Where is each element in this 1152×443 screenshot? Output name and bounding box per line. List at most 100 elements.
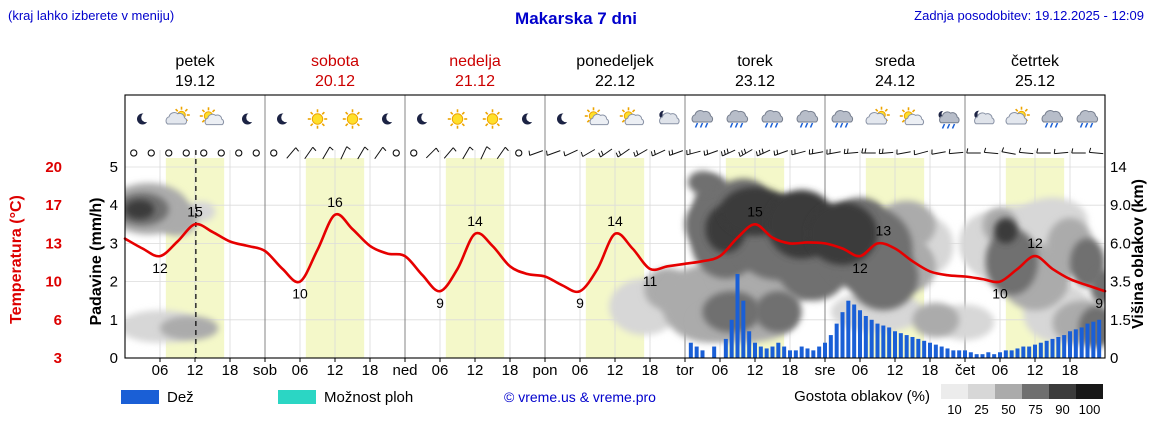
weather-icon-sun-cloud xyxy=(899,107,925,126)
x-tick-label: pon xyxy=(532,362,557,379)
weather-icon-rain xyxy=(1076,110,1099,128)
x-tick-label: 06 xyxy=(432,362,449,379)
wind-symbol xyxy=(615,148,630,158)
x-tick-label: sre xyxy=(815,362,836,379)
temperature-value: 9 xyxy=(576,295,584,311)
x-tick-label: 12 xyxy=(1027,362,1044,379)
day-name: sreda xyxy=(875,53,915,70)
rain-legend-label: Dež xyxy=(167,389,194,406)
density-tick-label: 50 xyxy=(1001,402,1016,417)
wind-symbol xyxy=(165,149,173,157)
wind-symbol xyxy=(304,146,317,160)
wind-symbol xyxy=(528,150,543,156)
x-tick-label: 18 xyxy=(782,362,799,379)
density-tick-label: 75 xyxy=(1028,402,1043,417)
day-date: 23.12 xyxy=(735,73,775,90)
cloud-height-tick: 9.0 xyxy=(1110,197,1131,214)
wind-symbol xyxy=(217,149,225,157)
wind-symbol xyxy=(392,149,400,157)
x-tick-label: ned xyxy=(392,362,417,379)
temp-tick: 3 xyxy=(54,350,62,367)
density-swatch xyxy=(995,384,1022,399)
x-tick-label: 18 xyxy=(642,362,659,379)
x-tick-label: 18 xyxy=(1062,362,1079,379)
wind-symbol xyxy=(130,149,138,157)
cloud-density-field xyxy=(125,170,1105,348)
showers-swatch xyxy=(278,390,316,404)
wind-symbol xyxy=(633,149,648,157)
weather-icon-cloud-sun xyxy=(165,106,190,125)
temperature-value: 12 xyxy=(1027,235,1043,251)
x-tick-label: 06 xyxy=(152,362,169,379)
wind-symbol xyxy=(1018,147,1034,155)
x-tick-label: 18 xyxy=(362,362,379,379)
weather-icon-sun xyxy=(342,109,363,129)
precip-tick: 4 xyxy=(110,197,118,214)
temperature-value: 12 xyxy=(152,260,168,276)
day-name: četrtek xyxy=(1011,53,1060,70)
weather-icon-cloud-sun xyxy=(865,106,890,125)
weather-icon-cloud-moon xyxy=(974,110,995,125)
temperature-value: 9 xyxy=(1095,295,1103,311)
weather-icon-moon xyxy=(382,112,396,125)
wind-symbol xyxy=(374,146,387,160)
density-swatch xyxy=(1022,384,1049,399)
x-tick-label: 12 xyxy=(747,362,764,379)
density-tick-label: 100 xyxy=(1078,402,1101,417)
x-tick-label: 06 xyxy=(852,362,869,379)
x-tick-label: tor xyxy=(676,362,694,379)
wind-symbol xyxy=(931,149,946,155)
cloud-height-tick: 14 xyxy=(1110,159,1127,176)
weather-icon-moon xyxy=(137,112,151,125)
weather-icon-rain xyxy=(761,110,784,128)
wind-symbol xyxy=(1001,147,1016,155)
weather-icon-rain xyxy=(691,110,714,128)
x-tick-label: 06 xyxy=(572,362,589,379)
wind-symbol xyxy=(462,146,474,160)
wind-symbol xyxy=(340,146,351,160)
wind-symbol xyxy=(496,146,509,160)
wind-symbol xyxy=(270,149,278,157)
temp-tick: 10 xyxy=(45,274,62,291)
temperature-value-labels: 12 15 10 16 9 14 9 14 11 15 12 13 10 12 9 xyxy=(152,194,1103,311)
temp-tick: 17 xyxy=(45,197,62,214)
wind-symbol xyxy=(650,149,666,157)
wind-symbol xyxy=(1071,148,1086,154)
wind-symbol xyxy=(826,148,841,155)
precip-tick: 5 xyxy=(110,159,118,176)
temperature-value: 10 xyxy=(992,286,1008,302)
weather-icon-rain-moon xyxy=(938,110,960,129)
wind-symbol xyxy=(1088,147,1104,155)
weather-icon-sun xyxy=(482,109,503,129)
wind-symbol xyxy=(235,149,243,157)
wind-symbol xyxy=(480,146,491,160)
copyright-link[interactable]: © vreme.us & vreme.pro xyxy=(504,389,656,405)
day-name: nedelja xyxy=(449,53,501,70)
weather-icon-rain xyxy=(1041,110,1064,128)
x-tick-label: 12 xyxy=(187,362,204,379)
temperature-value: 13 xyxy=(876,222,892,238)
x-tick-label: čet xyxy=(955,362,976,379)
temperature-value: 12 xyxy=(852,260,868,276)
weather-icons-row xyxy=(137,106,1099,129)
x-axis: 06 12 18 sob 06 12 18 ned 06 12 18 pon 06 12 18 tor 06 12… xyxy=(152,358,1079,379)
density-gradient xyxy=(941,384,1103,399)
wind-symbol xyxy=(668,149,683,156)
weather-icon-moon xyxy=(522,112,536,125)
precip-tick: 0 xyxy=(110,350,118,367)
x-tick-label: 06 xyxy=(992,362,1009,379)
weather-icon-cloud-sun xyxy=(1005,106,1030,125)
precip-tick: 3 xyxy=(110,235,118,252)
temperature-curve xyxy=(123,212,1107,294)
temperature-value: 14 xyxy=(607,213,623,229)
wind-symbol xyxy=(878,148,894,155)
wind-symbol xyxy=(966,148,981,154)
day-date: 21.12 xyxy=(455,73,495,90)
wind-symbol xyxy=(861,148,876,154)
temp-tick: 20 xyxy=(45,159,62,176)
wind-symbol xyxy=(791,149,806,156)
wind-symbol xyxy=(546,150,561,156)
density-swatch xyxy=(1076,384,1103,399)
